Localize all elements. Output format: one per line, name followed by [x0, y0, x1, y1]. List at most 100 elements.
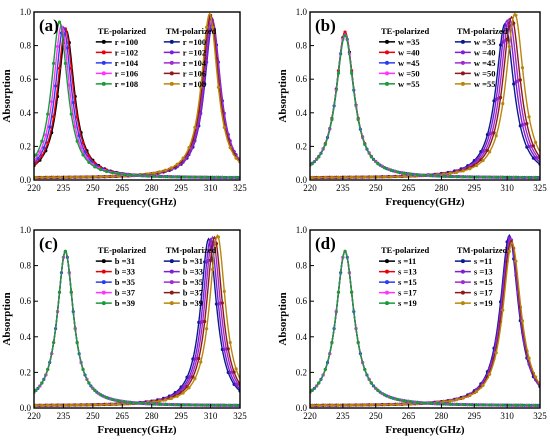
tm-point	[99, 175, 103, 179]
tm-point	[46, 175, 50, 179]
te-point	[140, 401, 144, 405]
te-legend-label: b =31	[115, 256, 135, 266]
te-point	[507, 403, 511, 407]
panel-label: (a)	[39, 16, 59, 35]
tm-point	[527, 115, 531, 119]
te-point	[122, 400, 126, 404]
te-point	[55, 44, 60, 49]
te-point	[46, 112, 50, 116]
te-point	[350, 71, 354, 75]
te-point	[73, 124, 77, 129]
plot-frame	[33, 11, 241, 181]
tm-legend-marker	[169, 259, 174, 264]
te-point	[110, 171, 115, 175]
te-point	[69, 66, 73, 70]
tm-legend-marker	[460, 81, 465, 86]
tm-legend-marker	[169, 60, 174, 65]
tm-legend-label: r =100	[183, 37, 206, 47]
tm-point	[104, 402, 109, 407]
te-point	[181, 403, 185, 407]
te-point	[146, 174, 150, 178]
te-point	[57, 66, 62, 70]
x-tick-label: 250	[86, 411, 100, 421]
tm-point	[63, 403, 67, 407]
tm-point	[501, 308, 505, 312]
te-point	[63, 249, 67, 253]
tm-point	[216, 85, 221, 89]
te-legend-marker	[101, 259, 106, 264]
te-point	[369, 381, 373, 385]
te-point	[87, 381, 91, 385]
tm-point	[163, 398, 168, 402]
te-point	[63, 61, 67, 65]
te-legend-label: w =40	[398, 47, 420, 57]
x-tick-label: 280	[145, 183, 159, 193]
te-point	[222, 403, 226, 407]
te-point	[71, 100, 75, 105]
tm-legend-marker	[460, 269, 465, 274]
te-point	[376, 162, 380, 166]
te-point	[81, 153, 85, 157]
legend-tm-title: TM-polarized	[166, 26, 217, 36]
te-point	[116, 399, 120, 403]
y-tick-label: 0.6	[296, 74, 308, 84]
tm-point	[52, 175, 56, 179]
y-tick-label: 0.8	[20, 261, 32, 271]
te-point	[448, 174, 452, 179]
panel-d: 220 235 250 265 280 295 310 325 0.0 0.2 0.4 0.6 0.8 1…	[277, 225, 547, 436]
tm-line	[310, 22, 540, 179]
te-legend-label: r =100	[115, 37, 138, 47]
te-legend-label: s =17	[398, 288, 418, 298]
tm-point	[461, 396, 465, 400]
tm-point	[234, 367, 238, 371]
te-point	[75, 115, 79, 119]
te-point	[474, 403, 479, 407]
tm-point	[525, 122, 529, 126]
tm-point	[481, 158, 485, 163]
tm-legend-marker	[460, 280, 465, 285]
te-legend-label: b =33	[115, 267, 135, 277]
te-legend-label: s =19	[398, 298, 417, 308]
tm-point	[193, 377, 197, 381]
te-legend-label: r =104	[115, 58, 139, 68]
tm-point	[222, 125, 226, 130]
te-point	[350, 290, 354, 294]
te-point	[140, 174, 144, 178]
legend-te-title: TE-polarized	[98, 245, 146, 255]
te-point	[169, 175, 173, 179]
te-legend-marker	[101, 71, 106, 76]
tm-point	[369, 403, 373, 407]
tm-point	[514, 13, 518, 17]
tm-point	[169, 396, 173, 401]
tm-point	[63, 175, 67, 179]
te-point	[534, 175, 538, 180]
te-legend-marker	[385, 50, 389, 55]
te-point	[216, 175, 221, 179]
te-point	[128, 173, 132, 177]
tm-point	[468, 167, 472, 171]
te-point	[363, 367, 367, 372]
y-tick-label: 0.6	[20, 74, 32, 84]
te-point	[175, 175, 179, 179]
legend-te-title: TE-polarized	[381, 26, 429, 36]
tm-legend-label: b =35	[183, 277, 203, 287]
tm-point	[310, 175, 314, 180]
te-point	[205, 403, 209, 407]
te-point	[488, 403, 492, 407]
tm-point	[488, 150, 492, 154]
te-point	[65, 46, 69, 50]
x-tick-label: 325	[233, 183, 247, 193]
te-point	[81, 367, 85, 372]
tm-point	[363, 403, 367, 407]
tm-line	[34, 237, 240, 407]
tm-point	[99, 403, 103, 407]
tm-point	[534, 375, 538, 379]
te-point	[50, 100, 54, 104]
panel-a: 220 235 250 265 280 295 310 325 0.0 0.2 0.4 0.6 0.8 1…	[1, 7, 247, 208]
tm-line	[310, 236, 540, 407]
tm-point	[455, 398, 459, 402]
tm-legend-label: s =15	[474, 277, 493, 287]
tm-point	[468, 393, 472, 398]
te-legend-label: b =37	[115, 288, 136, 298]
tm-point	[356, 403, 360, 407]
